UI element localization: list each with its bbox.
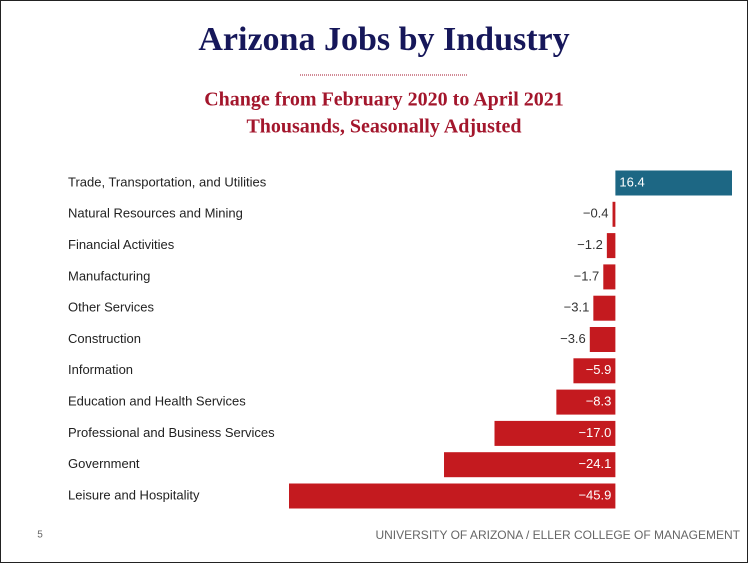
bar [606, 233, 616, 259]
chart-subtitle: Thousands, Seasonally Adjusted [246, 116, 521, 138]
category-label: Professional and Business Services [68, 425, 275, 440]
value-label: −8.3 [586, 394, 612, 409]
bar [612, 201, 616, 227]
bar [444, 452, 616, 478]
bar [556, 389, 616, 415]
bar [589, 327, 616, 352]
value-label: −0.4 [583, 206, 609, 221]
chart-title: Arizona Jobs by Industry [198, 21, 569, 58]
category-label: Information [68, 362, 133, 377]
value-label: 16.4 [619, 174, 644, 189]
category-label: Construction [68, 331, 141, 346]
category-label: Government [68, 456, 140, 471]
value-label: −24.1 [578, 456, 611, 471]
category-label: Financial Activities [68, 237, 175, 252]
value-label: −17.0 [578, 425, 611, 440]
bar [603, 264, 616, 290]
chart-subtitle: Change from February 2020 to April 2021 [204, 89, 564, 111]
category-label: Education and Health Services [68, 394, 246, 409]
bar [573, 358, 616, 384]
bar [593, 295, 616, 321]
bar [615, 170, 732, 196]
bar [289, 483, 616, 509]
category-label: Natural Resources and Mining [68, 206, 243, 221]
value-label: −45.9 [578, 487, 611, 502]
value-label: −3.1 [564, 300, 590, 315]
category-label: Trade, Transportation, and Utilities [68, 174, 267, 189]
value-label: −1.2 [577, 237, 603, 252]
footer: UNIVERSITY OF ARIZONA / ELLER COLLEGE OF… [375, 528, 740, 542]
bar [494, 420, 616, 446]
value-label: −5.9 [586, 362, 612, 377]
value-label: −3.6 [560, 331, 586, 346]
slide-number: 5 [37, 530, 43, 541]
category-label: Manufacturing [68, 268, 150, 283]
category-label: Leisure and Hospitality [68, 487, 200, 502]
value-label: −1.7 [574, 268, 600, 283]
category-label: Other Services [68, 300, 154, 315]
